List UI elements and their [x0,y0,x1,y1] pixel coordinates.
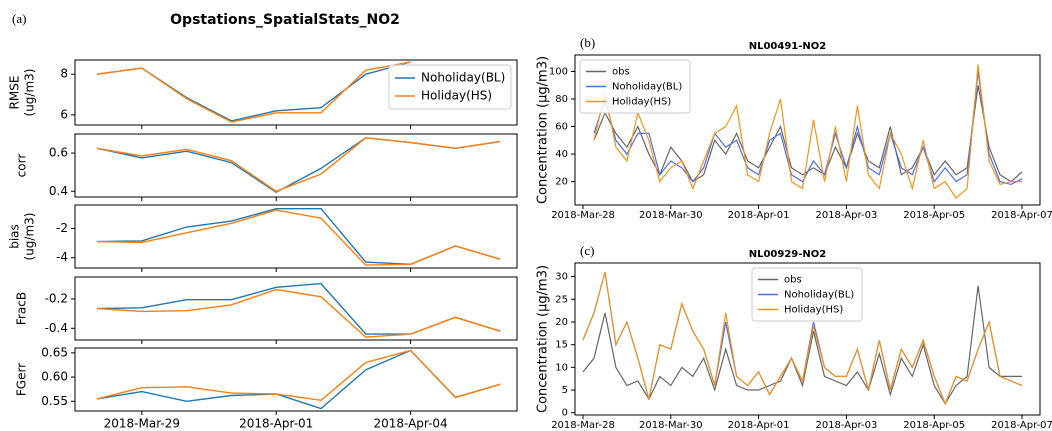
y-tick-label: 20 [555,177,568,188]
legend-box [751,267,863,322]
y-tick-label: 20 [555,317,568,328]
legend-label: obs [784,275,802,286]
series-line [96,61,411,123]
y-axis-label: RMSE [8,76,22,110]
series-line [96,61,411,122]
series-line [582,285,1022,405]
x-tick-label: 2018-Apr-04 [373,417,447,431]
legend-label: Holiday(HS) [612,97,671,108]
series-line [96,349,501,410]
series-line [96,349,501,402]
x-tick-label: 2018-Apr-03 [815,210,877,221]
y-tick-label: 5 [562,385,568,396]
series-line [582,271,1023,406]
y-axis-label: (ug/m3) [23,69,37,117]
series-line [96,208,501,266]
x-tick-label: 2018-Apr-05 [903,420,965,431]
y-tick-label: 0.4 [49,184,68,198]
x-tick-label: 2018-Apr-03 [815,420,877,431]
y-axis-label: FGerr [15,363,29,396]
x-tick-label: 2018-Apr-07 [991,210,1052,221]
y-tick-label: 80 [555,94,568,105]
plot-frame [74,204,518,269]
panel-label: (c) [580,243,594,258]
y-tick-label: 60 [555,122,568,133]
y-tick-label: 25 [555,294,568,305]
panel-label: (b) [580,35,595,50]
series-line [96,288,501,338]
plot-frame [574,262,1041,416]
panel-label: (a) [12,11,26,26]
x-tick-label: 2018-Mar-28 [551,210,615,221]
y-axis-label: (ug/m3) [23,213,37,261]
legend-label: Holiday(HS) [784,305,843,316]
plot-frame [74,347,518,412]
y-axis-label: FracB [15,292,29,325]
figure-title: Opstations_SpatialStats_NO2 [170,12,400,28]
y-tick-label: 0 [562,408,568,419]
y-tick-label: 15 [555,340,568,351]
y-tick-label: 100 [549,67,568,78]
y-axis-label: corr [15,154,29,178]
y-axis-label: bias [8,224,22,249]
y-tick-label: -0.2 [45,291,68,305]
series-line [96,209,501,266]
y-tick-label: 0.55 [41,394,68,408]
legend-label: Noholiday(BL) [784,290,854,301]
legend-label: Noholiday(BL) [421,71,505,85]
y-tick-label: -2 [56,221,68,235]
x-tick-label: 2018-Apr-01 [239,417,313,431]
y-tick-label: 0.60 [41,370,68,384]
chart-title: NL00491-NO2 [749,41,827,52]
series-line [96,137,501,193]
plot-frame [74,276,518,341]
y-tick-label: 10 [555,362,568,373]
y-tick-label: 6 [60,107,68,121]
legend-box [579,59,691,114]
x-tick-label: 2018-Apr-07 [991,420,1052,431]
x-tick-label: 2018-Mar-29 [104,417,180,431]
legend-box [388,64,512,110]
y-tick-label: 8 [60,67,68,81]
y-tick-label: 40 [555,149,568,160]
x-tick-label: 2018-Mar-30 [639,210,703,221]
x-tick-label: 2018-Mar-30 [639,420,703,431]
plot-frame [574,54,1041,206]
legend-label: obs [612,67,630,78]
series-line [593,71,1023,186]
y-tick-label: 0.65 [41,345,68,359]
legend-label: Holiday(HS) [421,89,492,103]
y-tick-label: 0.6 [49,146,68,160]
y-axis-label: Concentration (μg/m3) [536,56,551,204]
legend-label: Noholiday(BL) [612,82,682,93]
chart-title: NL00929-NO2 [749,249,827,260]
x-tick-label: 2018-Apr-01 [728,420,790,431]
plot-frame [74,133,518,198]
y-axis-label: Concentration (μg/m3) [536,265,551,413]
y-tick-label: 30 [555,272,568,283]
plot-frame [74,59,518,126]
x-tick-label: 2018-Apr-05 [903,210,965,221]
y-tick-label: -0.4 [45,321,68,335]
x-tick-label: 2018-Apr-01 [728,210,790,221]
y-tick-label: -4 [56,250,68,264]
series-line [96,282,501,335]
x-tick-label: 2018-Mar-28 [551,420,615,431]
series-line [593,64,1022,200]
